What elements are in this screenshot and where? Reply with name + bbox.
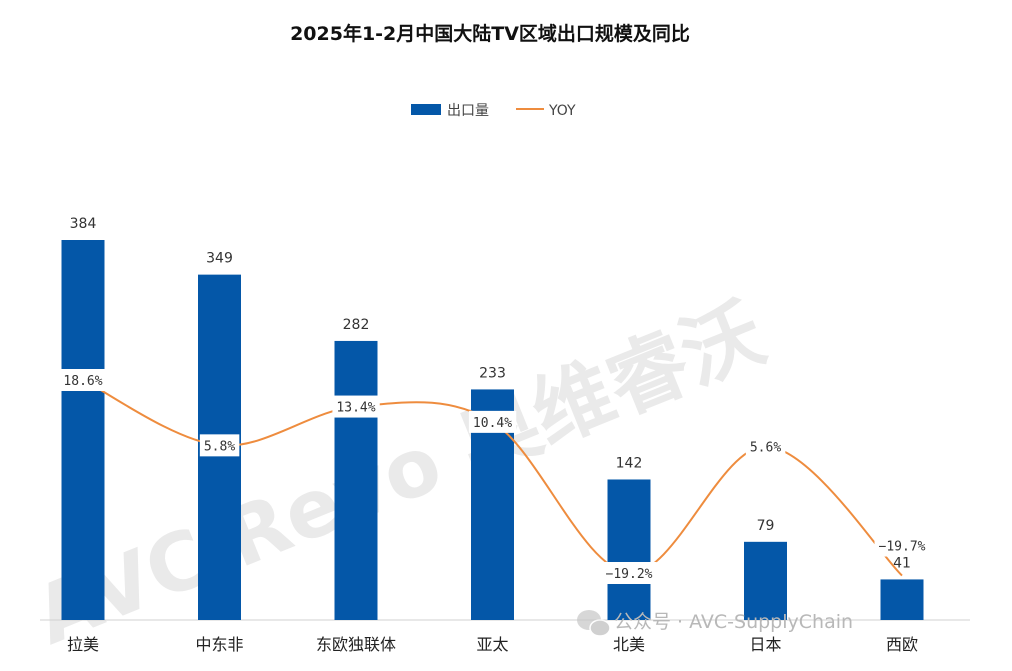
bar	[61, 240, 105, 620]
yoy-label-bg	[199, 434, 240, 457]
yoy-label-text: 10.4%	[473, 416, 512, 431]
category-label: 亚太	[476, 635, 508, 654]
yoy-label-text: −19.2%	[606, 567, 653, 582]
bar-value-label: 79	[757, 518, 775, 534]
legend-swatch-bar	[411, 104, 441, 115]
value-labels-layer: 384 349 282 233 142 79 41	[70, 216, 911, 571]
category-label: 东欧独联体	[316, 635, 396, 654]
bar	[607, 479, 651, 620]
category-labels-layer: 拉美 中东非 东欧独联体 亚太 北美 日本 西欧	[67, 635, 918, 654]
bar-value-label: 384	[70, 216, 97, 232]
bar-value-label: 349	[206, 251, 233, 267]
bar	[334, 340, 378, 620]
legend-label-bar: 出口量	[447, 103, 489, 119]
yoy-label-text: 18.6%	[63, 374, 102, 389]
yoy-label-text: 5.8%	[204, 439, 235, 454]
yoy-label-bg	[468, 410, 517, 433]
yoy-label-text: −19.7%	[879, 540, 926, 555]
chart-title: 2025年1-2月中国大陆TV区域出口规模及同比	[290, 22, 690, 45]
bar	[744, 541, 787, 620]
bar-value-label: 41	[893, 555, 911, 571]
yoy-label-text: 5.6%	[750, 440, 781, 455]
yoy-label: 10.4%	[468, 410, 517, 433]
legend-label-line: YOY	[548, 103, 576, 119]
watermark: AVC Revo 奥维睿沃	[22, 286, 776, 663]
wechat-icon	[577, 610, 611, 637]
yoy-label-bg	[59, 369, 107, 391]
yoy-label: 13.4%	[332, 395, 380, 418]
category-label: 拉美	[67, 635, 99, 654]
legend: 出口量 YOY	[411, 103, 576, 119]
yoy-label-bg	[332, 395, 380, 418]
watermark-text: AVC Revo 奥维睿沃	[22, 286, 776, 663]
category-label: 日本	[749, 635, 781, 654]
yoy-label-bg	[601, 562, 657, 584]
yoy-label: 5.6%	[745, 435, 786, 458]
yoy-label: −19.2%	[601, 562, 657, 584]
yoy-label: 5.8%	[199, 434, 240, 457]
bar	[880, 579, 924, 620]
yoy-label: −19.7%	[874, 534, 930, 557]
category-label: 中东非	[195, 635, 243, 654]
yoy-label: 18.6%	[59, 369, 107, 391]
credit: 公众号 · AVC-SupplyChain	[577, 610, 853, 637]
yoy-label-text: 13.4%	[336, 401, 375, 416]
category-label: 西欧	[886, 635, 918, 654]
credit-text: 公众号 · AVC-SupplyChain	[614, 611, 853, 633]
yoy-labels-layer: 18.6% 5.8% 13.4% 10.4% −19.2% 5.6% −19.7%	[59, 369, 930, 584]
category-label: 北美	[613, 635, 645, 654]
yoy-label-bg	[745, 435, 786, 458]
bar-value-label: 233	[479, 365, 506, 381]
bar-value-label: 282	[343, 317, 370, 333]
bar-value-label: 142	[616, 455, 643, 471]
yoy-label-bg	[874, 534, 930, 557]
